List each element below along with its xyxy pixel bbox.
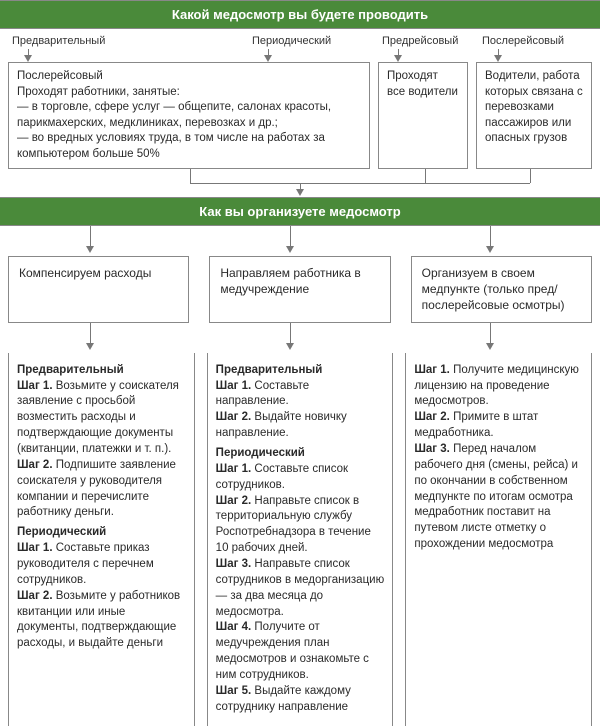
box-special-drivers: Водители, работа которых связана с перев… bbox=[476, 62, 592, 169]
col2-sec2-step3: Шаг 3. Направьте список сотрудников в ме… bbox=[216, 557, 385, 620]
arrows-to-org bbox=[0, 226, 600, 256]
col1-sec2-step1: Шаг 1. Составьте приказ руководителя с п… bbox=[17, 541, 186, 589]
type-label-periodic: Периодический bbox=[248, 33, 378, 49]
box-all-drivers-text: Проходят все водители bbox=[387, 70, 458, 98]
col3-step1: Шаг 1. Получите медицинскую лицензию на … bbox=[414, 363, 583, 411]
col2-sec2-step1: Шаг 1. Составьте список сотрудников. bbox=[216, 462, 385, 494]
box-special-drivers-text: Водители, работа которых связана с перев… bbox=[485, 70, 583, 144]
types-labels-row: Предварительный Периодический Предрейсов… bbox=[0, 29, 600, 62]
arrows-to-steps bbox=[0, 323, 600, 353]
col2-sec1-title: Предварительный bbox=[216, 363, 385, 379]
org-box-compensate: Компенсируем расходы bbox=[8, 256, 189, 323]
col3-step3-text: Перед началом рабочего дня (смены, рейса… bbox=[414, 443, 578, 550]
type-label-posttrip: Послерейсовый bbox=[478, 33, 592, 49]
col3-step2: Шаг 2. Примите в штат медработника. bbox=[414, 410, 583, 442]
header-organization: Как вы организуете медосмотр bbox=[0, 197, 600, 226]
steps-col-2: Предварительный Шаг 1. Составьте направл… bbox=[207, 353, 394, 726]
col3-step3: Шаг 3. Перед началом рабочего дня (смены… bbox=[414, 442, 583, 553]
box-workers-text: Послерейсовый Проходят работники, заняты… bbox=[17, 70, 331, 160]
type-label-pretrip: Предрейсовый bbox=[378, 33, 478, 49]
steps-row: Предварительный Шаг 1. Возьмите у соиска… bbox=[0, 353, 600, 726]
type-label-preliminary: Предварительный bbox=[8, 33, 248, 49]
org-box-send-text: Направляем работника в медучреждение bbox=[220, 266, 360, 296]
box-all-drivers: Проходят все водители bbox=[378, 62, 468, 169]
col1-sec1-step1: Шаг 1. Возьмите у соискателя заявление с… bbox=[17, 379, 186, 458]
org-box-own: Организуем в своем медпункте (только пре… bbox=[411, 256, 592, 323]
col1-sec1-step2: Шаг 2. Подпишите заявление соискателя у … bbox=[17, 458, 186, 521]
col1-sec1-title: Предварительный bbox=[17, 363, 186, 379]
org-box-send: Направляем работника в медучреждение bbox=[209, 256, 390, 323]
steps-col-3: Шаг 1. Получите медицинскую лицензию на … bbox=[405, 353, 592, 726]
org-box-compensate-text: Компенсируем расходы bbox=[19, 266, 151, 280]
header-exam-type: Какой медосмотр вы будете проводить bbox=[0, 0, 600, 29]
col1-sec2-title: Периодический bbox=[17, 525, 186, 541]
col2-sec1-step1: Шаг 1. Составьте направление. bbox=[216, 379, 385, 411]
col2-sec2-step2: Шаг 2. Направьте список в территориальну… bbox=[216, 494, 385, 557]
steps-col-1: Предварительный Шаг 1. Возьмите у соиска… bbox=[8, 353, 195, 726]
org-box-own-text: Организуем в своем медпункте (только пре… bbox=[422, 266, 565, 312]
col1-sec2-step2: Шаг 2. Возьмите у работников квитанции и… bbox=[17, 589, 186, 652]
col2-sec2-step4: Шаг 4. Получите от медучреждения план ме… bbox=[216, 620, 385, 683]
top-boxes-row: Послерейсовый Проходят работники, заняты… bbox=[0, 62, 600, 169]
col2-sec2-title: Периодический bbox=[216, 446, 385, 462]
col2-sec1-step2: Шаг 2. Выдайте новичку направление. bbox=[216, 410, 385, 442]
org-boxes-row: Компенсируем расходы Направляем работник… bbox=[0, 256, 600, 323]
connector-1 bbox=[0, 169, 600, 197]
box-workers: Послерейсовый Проходят работники, заняты… bbox=[8, 62, 370, 169]
